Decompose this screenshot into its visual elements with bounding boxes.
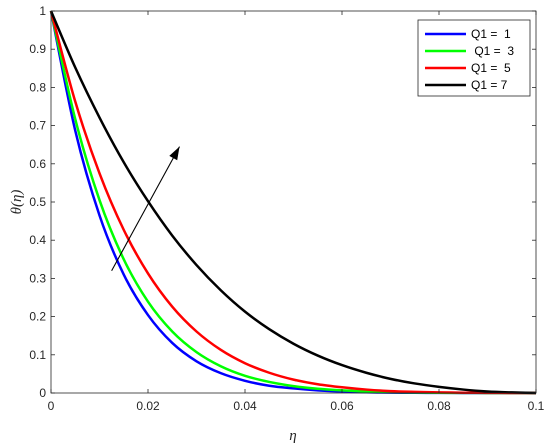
y-tick-label: 0.8: [29, 80, 46, 94]
x-tick-label: 0.08: [427, 399, 451, 413]
y-tick-label: 0.5: [29, 195, 46, 209]
y-tick-label: 0.6: [29, 157, 46, 171]
x-tick-label: 0.06: [330, 399, 354, 413]
x-tick-label: 0.04: [233, 399, 257, 413]
legend-box: [417, 19, 531, 97]
y-axis-ticks: 0 0.1 0.2 0.3 0.4 0.5 0.6 0.7 0.8 0.9 1: [29, 4, 536, 400]
series-line-q1-7: [49, 10, 537, 395]
arrow-head: [169, 146, 180, 161]
x-axis-label: η: [289, 428, 296, 444]
y-tick-label: 0.7: [29, 119, 46, 133]
y-tick-label: 0.1: [29, 348, 46, 362]
y-tick-label: 0: [39, 386, 46, 400]
y-tick-label: 0.3: [29, 271, 46, 285]
x-tick-label: 0.02: [136, 399, 160, 413]
y-tick-label: 0.4: [29, 233, 46, 247]
x-tick-label: 0: [48, 399, 55, 413]
y-tick-label: 1: [39, 4, 46, 18]
arrow-shaft: [111, 146, 181, 272]
legend-label-q1-3: Q1 = 3: [471, 44, 514, 58]
legend-label-q1-7: Q1 = 7: [471, 78, 508, 92]
y-tick-label: 0.9: [29, 42, 46, 56]
legend-label-q1-1: Q1 = 1: [471, 27, 511, 41]
x-axis-ticks: 0 0.02 0.04 0.06 0.08 0.1: [48, 11, 545, 413]
trend-arrow: [111, 146, 181, 272]
legend-label-q1-5: Q1 = 5: [471, 61, 511, 75]
y-axis-label: θ(η): [9, 190, 25, 215]
x-tick-label: 0.1: [528, 399, 545, 413]
y-tick-label: 0.2: [29, 310, 46, 324]
legend: Q1 = 1 Q1 = 3 Q1 = 5 Q1 = 7: [417, 19, 531, 97]
